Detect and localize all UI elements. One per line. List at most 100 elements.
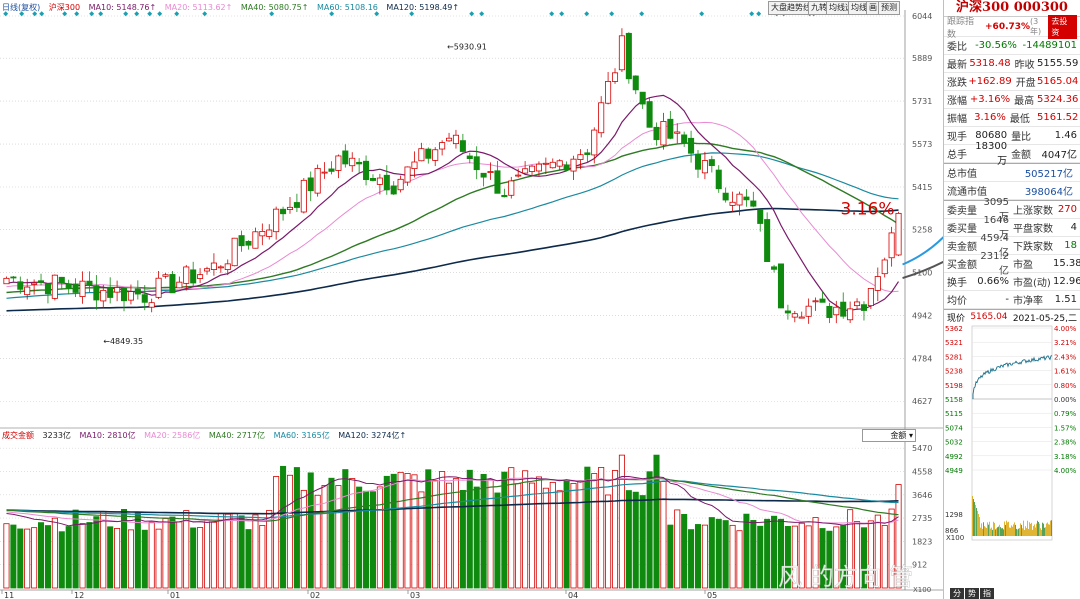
volume-bar-down — [694, 524, 702, 589]
volume-bar-down — [390, 473, 397, 589]
volume-bar-down — [826, 530, 833, 589]
breadth-label: 平盘家数 — [1013, 224, 1053, 235]
volume-bar-up — [591, 473, 598, 589]
volume-tick-label: 912 — [912, 561, 927, 570]
volume-bar-down — [238, 515, 245, 589]
candle-down — [826, 305, 833, 318]
volume-metric-select[interactable]: 金额 ▾ — [862, 429, 916, 442]
volume-bar-down — [860, 527, 867, 589]
volume-bar-up — [867, 520, 874, 589]
breadth-label: 换手 — [947, 278, 967, 289]
candle-up — [411, 161, 418, 170]
candle-up — [376, 177, 383, 185]
kline-svg[interactable]: 6044 5889 5731 5573 5415 5258 5100 4942 4784 4627… — [0, 0, 943, 599]
vol-ma20-legend: MA20: 2586亿 — [144, 431, 201, 440]
invest-button[interactable]: 去投资 — [1048, 14, 1077, 39]
candle-down — [86, 280, 93, 286]
cap-value: 398064亿 — [1024, 187, 1073, 198]
candle-up — [273, 208, 280, 233]
quote-value: 5165.04 — [1037, 76, 1079, 87]
price-tick-label: 5573 — [912, 140, 932, 149]
forecast-button[interactable]: 预测 — [878, 1, 900, 15]
intraday-svg[interactable]: 5362 5321 5281 5238 5198 5158 5115 5074 5032 4992… — [944, 324, 1080, 542]
candle-up — [605, 81, 612, 104]
draw-button[interactable]: 画 — [866, 1, 880, 15]
vol-ma60-legend: MA60: 3165亿 — [273, 431, 330, 440]
breadth-label: 买金额 — [947, 260, 977, 271]
candle-down — [743, 196, 750, 201]
candle-down — [238, 235, 245, 247]
breadth-value: 12.96 — [1053, 276, 1080, 287]
candle-down — [390, 185, 397, 195]
candle-up — [798, 316, 805, 319]
volume-bar-down — [369, 491, 377, 589]
candle-up — [446, 137, 453, 142]
volume-bar-up — [487, 479, 494, 589]
quote-label: 最低 — [1009, 114, 1030, 125]
volume-bar-down — [466, 469, 473, 589]
candle-down — [639, 91, 646, 105]
candle-up — [203, 268, 211, 272]
volume-bar-down — [480, 474, 487, 589]
volume-bar-up — [376, 486, 383, 589]
ma120-line — [6, 207, 899, 312]
ma10-legend: MA10: 5148.76↑ — [88, 3, 157, 12]
breadth-value: 3095万 — [983, 196, 1009, 223]
candle-up — [314, 168, 321, 194]
volume-bar-down — [169, 516, 176, 589]
quote-value: 80680 — [975, 130, 1008, 141]
candle-down — [72, 283, 79, 293]
volume-bar-down — [639, 495, 646, 589]
volume-bar-up — [397, 471, 404, 589]
quote-row: 最新 5318.48 昨收 5155.59 — [944, 55, 1080, 73]
volume-bar-up — [176, 521, 183, 589]
candle-up — [487, 171, 494, 173]
breadth-label: 下跌家数 — [1013, 242, 1053, 253]
candle-down — [425, 148, 432, 159]
candle-down — [190, 269, 197, 284]
volume-bar-down — [328, 477, 335, 589]
breadth-rows: 委卖量 3095万 上涨家数 270 委买量 1646万 平盘家数 4 卖金额 459.4亿 下跌家… — [944, 197, 1080, 309]
volume-bar-up — [321, 485, 328, 589]
price-tick-label: 6044 — [912, 12, 932, 21]
intraday-left-tick: 866 — [945, 527, 959, 535]
candle-down — [771, 266, 778, 270]
volume-value: 3233亿 — [42, 431, 71, 440]
intraday-header: 现价 5165.04 2021-05-25,二 — [944, 310, 1080, 324]
candle-up — [24, 286, 31, 296]
volume-bar-down — [190, 527, 197, 589]
tab-index[interactable]: 指 — [980, 588, 994, 599]
volume-bar-down — [646, 471, 653, 589]
candle-up — [542, 162, 549, 165]
intraday-panel[interactable]: 现价 5165.04 2021-05-25,二 5362 5321 5281 5238… — [944, 309, 1080, 542]
breadth-row: 委卖量 3095万 上涨家数 270 — [944, 197, 1080, 223]
volume-bar-up — [605, 494, 612, 589]
volume-bar-down — [141, 529, 148, 589]
volume-bar-down — [473, 486, 480, 589]
candle-up — [528, 165, 536, 172]
kline-chart-area[interactable]: 6044 5889 5731 5573 5415 5258 5100 4942 4784 4627… — [0, 0, 943, 599]
breadth-value: 1.51 — [1054, 294, 1077, 305]
volume-bar-down — [425, 469, 432, 589]
volume-bar-up — [736, 530, 743, 589]
candle-down — [65, 283, 72, 289]
intraday-left-tick: 5281 — [945, 353, 963, 361]
quote-row: 委比 -30.56% -14489101 — [944, 37, 1080, 55]
candle-up — [224, 263, 231, 270]
track-label: 跟踪指数 — [947, 16, 975, 40]
ma40-line — [6, 142, 899, 294]
price-tick-label: 5731 — [912, 97, 932, 106]
cap-label: 总市值 — [947, 169, 977, 180]
intraday-right-tick: 0.00% — [1054, 396, 1077, 404]
bottom-tabs: 分 势 指 — [950, 588, 994, 599]
chart-mode[interactable]: 日线(复权) — [2, 3, 41, 12]
volume-bar-up — [266, 509, 273, 589]
candle-up — [79, 280, 86, 297]
tab-trend[interactable]: 势 — [965, 588, 979, 599]
breadth-value: - — [1005, 294, 1009, 305]
tab-minute[interactable]: 分 — [950, 588, 964, 599]
candle-up — [404, 166, 411, 183]
candle-up — [127, 291, 134, 301]
candle-up — [51, 274, 58, 299]
